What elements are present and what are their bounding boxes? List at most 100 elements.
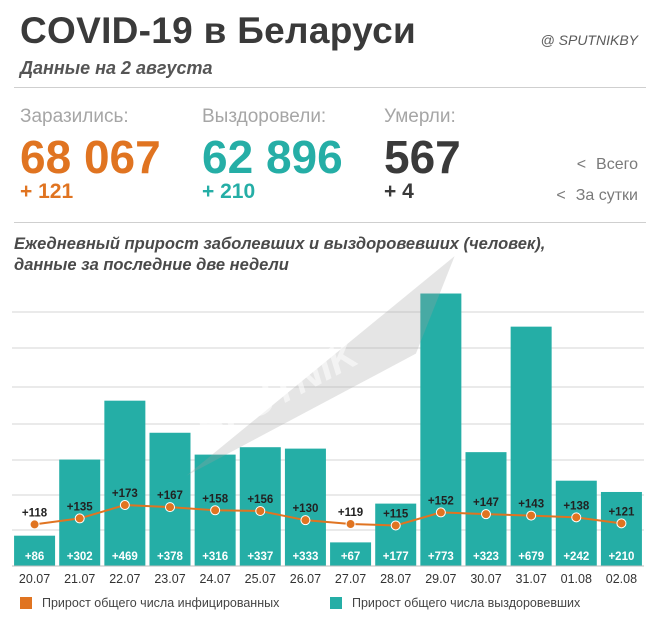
x-tick-26.07: 26.07 bbox=[290, 572, 321, 586]
bar-23.07 bbox=[149, 432, 191, 566]
line-label-01.08: +138 bbox=[563, 500, 590, 512]
bar-label-31.07: +679 bbox=[518, 551, 544, 563]
bar-27.07 bbox=[330, 542, 372, 566]
bar-label-26.07: +333 bbox=[292, 551, 318, 563]
line-point-31.07 bbox=[526, 510, 537, 521]
legend-infected-swatch bbox=[20, 597, 32, 609]
stat-deaths: Умерли: 567 + 4 bbox=[384, 106, 461, 204]
hint-total-label: Всего bbox=[596, 156, 638, 173]
stat-recovered-label: Выздоровели: bbox=[202, 106, 327, 127]
stat-infected: Заразились: 68 067 + 121 bbox=[20, 106, 161, 204]
bar-label-20.07: +86 bbox=[25, 551, 45, 563]
source-credit: @ SPUTNIKBY bbox=[540, 32, 638, 48]
line-point-21.07 bbox=[74, 513, 85, 524]
line-point-02.08 bbox=[616, 518, 627, 529]
line-point-22.07 bbox=[119, 500, 130, 511]
x-tick-31.07: 31.07 bbox=[516, 572, 547, 586]
stat-recovered-delta: + 210 bbox=[202, 180, 256, 203]
bar-21.07 bbox=[59, 459, 101, 566]
infected-line bbox=[34, 504, 622, 527]
x-tick-02.08: 02.08 bbox=[606, 572, 637, 586]
line-label-29.07: +152 bbox=[428, 495, 454, 507]
bar-label-21.07: +302 bbox=[67, 551, 93, 563]
line-label-02.08: +121 bbox=[608, 506, 635, 518]
bar-label-02.08: +210 bbox=[608, 551, 634, 563]
line-label-28.07: +115 bbox=[383, 508, 409, 520]
bar-label-27.07: +67 bbox=[341, 551, 361, 563]
legend-infected-label: Прирост общего числа инфицированных bbox=[42, 596, 280, 610]
bar-22.07 bbox=[104, 400, 146, 566]
bar-20.07 bbox=[14, 535, 56, 566]
stat-infected-total: 68 067 bbox=[20, 131, 161, 183]
hint-daily-label: За сутки bbox=[575, 187, 638, 204]
bar-label-29.07: +773 bbox=[428, 551, 454, 563]
hint-daily: < За сутки bbox=[556, 187, 638, 205]
bar-01.08 bbox=[555, 480, 597, 566]
legend-recovered: Прирост общего числа выздоровевших bbox=[330, 596, 580, 610]
chart-title-line-1: Ежедневный прирост заболевших и выздоров… bbox=[14, 235, 546, 253]
bar-label-22.07: +469 bbox=[112, 551, 138, 563]
line-label-27.07: +119 bbox=[338, 507, 363, 519]
bar-26.07 bbox=[284, 448, 326, 566]
watermark-shape bbox=[186, 256, 455, 476]
bar-30.07 bbox=[465, 452, 507, 566]
chart-title-line-2: данные за последние две недели bbox=[14, 256, 289, 274]
line-label-23.07: +167 bbox=[157, 490, 183, 502]
bar-02.08 bbox=[600, 491, 642, 566]
line-label-24.07: +158 bbox=[202, 493, 229, 505]
line-point-23.07 bbox=[165, 502, 175, 513]
bar-label-23.07: +378 bbox=[157, 551, 184, 563]
hint-total-arrow: < bbox=[576, 156, 587, 173]
stat-recovered: Выздоровели: 62 896 + 210 bbox=[202, 106, 343, 204]
legend-recovered-swatch bbox=[330, 597, 342, 609]
line-point-24.07 bbox=[210, 505, 221, 516]
data-date: Данные на 2 августа bbox=[20, 58, 213, 78]
line-label-20.07: +118 bbox=[22, 507, 48, 519]
bar-label-24.07: +316 bbox=[202, 551, 228, 563]
stat-infected-label: Заразились: bbox=[20, 106, 129, 127]
x-tick-24.07: 24.07 bbox=[200, 572, 231, 586]
top-divider bbox=[14, 87, 646, 88]
line-point-30.07 bbox=[481, 509, 491, 520]
bar-label-01.08: +242 bbox=[563, 551, 589, 563]
line-point-27.07 bbox=[345, 519, 356, 530]
bar-label-30.07: +323 bbox=[473, 551, 499, 563]
line-label-31.07: +143 bbox=[518, 499, 544, 511]
bar-31.07 bbox=[510, 326, 552, 566]
bar-28.07 bbox=[375, 503, 417, 566]
x-tick-20.07: 20.07 bbox=[19, 572, 50, 586]
x-tick-01.08: 01.08 bbox=[561, 572, 592, 586]
line-label-26.07: +130 bbox=[292, 503, 318, 515]
stat-infected-delta: + 121 bbox=[20, 180, 74, 203]
line-label-21.07: +135 bbox=[67, 501, 94, 513]
x-tick-27.07: 27.07 bbox=[335, 572, 366, 586]
line-point-26.07 bbox=[300, 515, 311, 526]
stat-deaths-delta: + 4 bbox=[384, 180, 414, 203]
mid-divider bbox=[14, 222, 646, 223]
stat-recovered-total: 62 896 bbox=[202, 131, 343, 183]
line-point-20.07 bbox=[29, 519, 40, 530]
line-point-28.07 bbox=[390, 520, 401, 531]
page-title: COVID-19 в Беларуси bbox=[20, 10, 417, 51]
line-point-29.07 bbox=[435, 507, 446, 518]
bar-29.07 bbox=[420, 293, 462, 566]
x-tick-25.07: 25.07 bbox=[245, 572, 276, 586]
x-tick-23.07: 23.07 bbox=[154, 572, 185, 586]
stat-deaths-total: 567 bbox=[384, 131, 461, 183]
line-label-30.07: +147 bbox=[473, 497, 499, 509]
line-label-22.07: +173 bbox=[112, 488, 138, 500]
hint-daily-arrow: < bbox=[556, 187, 566, 204]
line-point-01.08 bbox=[571, 512, 582, 523]
x-tick-28.07: 28.07 bbox=[380, 572, 411, 586]
line-point-25.07 bbox=[255, 506, 266, 517]
x-tick-22.07: 22.07 bbox=[109, 572, 140, 586]
bar-label-25.07: +337 bbox=[247, 551, 273, 563]
line-label-25.07: +156 bbox=[247, 494, 273, 506]
x-tick-30.07: 30.07 bbox=[470, 572, 501, 586]
x-tick-29.07: 29.07 bbox=[425, 572, 456, 586]
chart-title: Ежедневный прирост заболевших и выздоров… bbox=[14, 234, 545, 276]
legend-recovered-label: Прирост общего числа выздоровевших bbox=[352, 596, 581, 610]
x-tick-21.07: 21.07 bbox=[64, 572, 95, 586]
bar-label-28.07: +177 bbox=[383, 551, 409, 563]
